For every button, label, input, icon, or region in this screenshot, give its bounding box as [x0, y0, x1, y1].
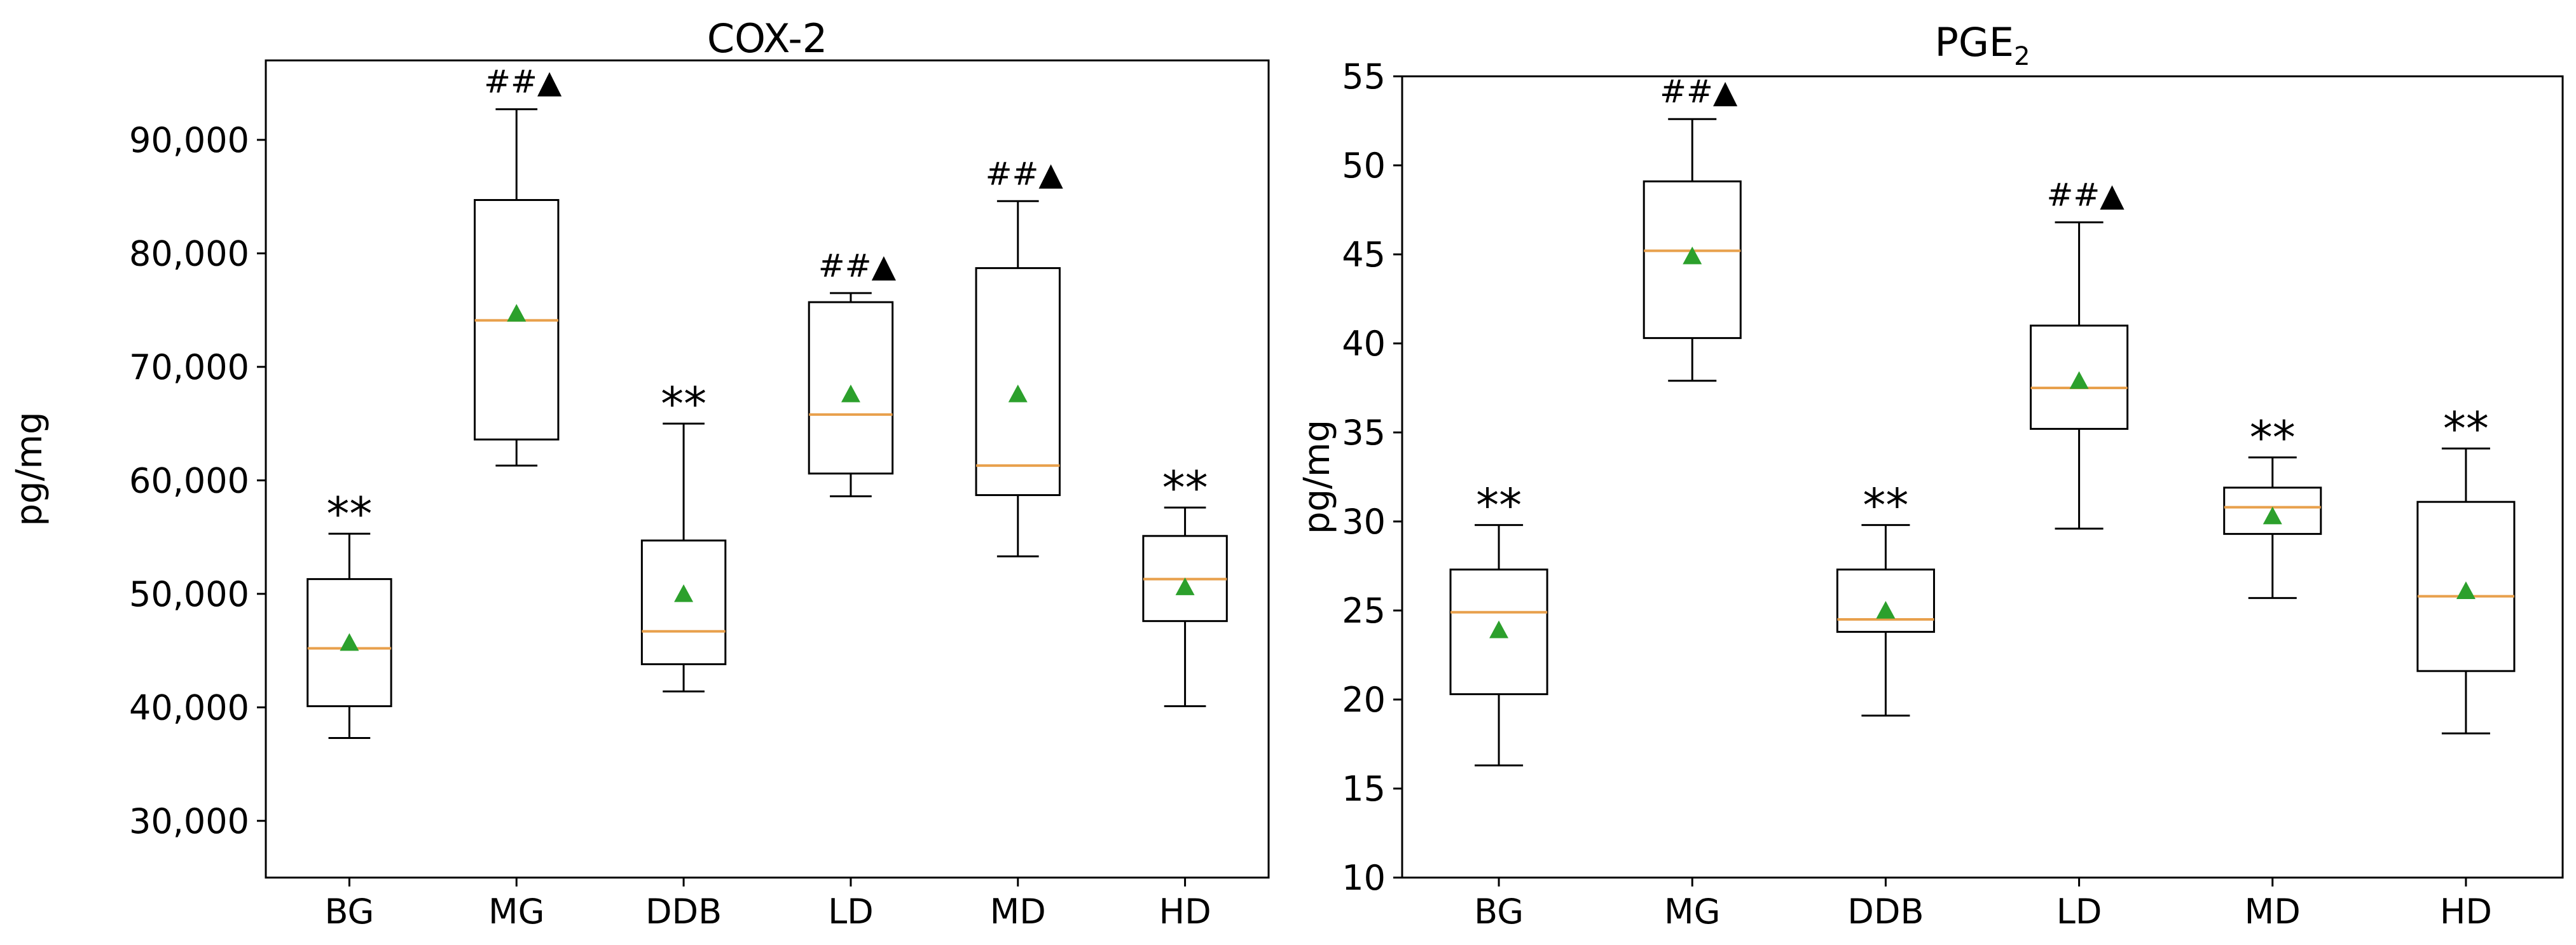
box-group-bg: **	[307, 487, 392, 739]
iqr-box	[1643, 180, 1742, 340]
iqr-box	[808, 301, 894, 475]
x-tick-label: MD	[990, 892, 1046, 932]
x-tick-label: HD	[2440, 892, 2492, 932]
mean-marker	[674, 584, 694, 602]
box-group-ddb: **	[640, 377, 727, 693]
y-tick-label: 15	[1342, 769, 1386, 809]
y-tick-label: 40,000	[129, 687, 249, 728]
box-group-ddb: **	[1836, 479, 1935, 717]
significance-annotation: ##▲	[818, 247, 897, 284]
significance-annotation: **	[326, 487, 372, 541]
box-group-hd: **	[2416, 402, 2516, 735]
significance-annotation: ##▲	[986, 155, 1064, 192]
y-tick-label: 60,000	[129, 460, 249, 500]
y-tick-label: 30	[1342, 502, 1386, 542]
mean-marker	[2456, 581, 2476, 599]
y-tick-label: 30,000	[129, 801, 249, 841]
mean-marker	[841, 384, 860, 403]
box-group-md: **	[2223, 411, 2322, 599]
chart-title-main: COX-2	[707, 15, 827, 62]
y-tick-label: 50	[1342, 146, 1386, 186]
y-tick-label: 25	[1342, 591, 1386, 631]
mean-marker	[2263, 506, 2282, 525]
x-tick-label: MG	[1664, 892, 1720, 932]
mean-marker	[1008, 384, 1028, 403]
mean-marker	[340, 633, 359, 651]
y-axis-label: pg/mg	[1297, 420, 1338, 534]
y-tick-label: 50,000	[129, 574, 249, 614]
box-group-bg: **	[1449, 479, 1548, 767]
chart-title-subscript: 2	[2014, 42, 2030, 71]
x-tick-label: MG	[488, 892, 544, 932]
x-tick-label: DDB	[645, 892, 722, 932]
iqr-box	[640, 539, 727, 665]
iqr-box	[2416, 500, 2516, 672]
significance-annotation: **	[2443, 402, 2489, 455]
box-group-hd: **	[1142, 461, 1228, 708]
significance-annotation: ##▲	[1660, 73, 1738, 110]
y-axis-label: pg/mg	[9, 411, 50, 526]
mean-marker	[1489, 620, 1509, 638]
y-tick-label: 10	[1342, 858, 1386, 898]
chart-title: PGE2	[1934, 19, 2030, 71]
significance-annotation: **	[1476, 479, 1522, 532]
iqr-box	[307, 578, 392, 708]
box-group-md: ##▲	[975, 155, 1064, 558]
y-tick-label: 20	[1342, 680, 1386, 720]
x-tick-label: HD	[1159, 892, 1211, 932]
iqr-box	[1836, 569, 1935, 633]
mean-marker	[2069, 371, 2089, 389]
plot-frame	[265, 59, 1270, 879]
chart-panel-1: COX-2 pg/mg 30,000 40,000 50,000 60,000 70,000…	[9, 15, 1270, 932]
mean-marker	[1876, 601, 1896, 619]
chart-panel-2: PGE2 pg/mg 10 15 20 25 30 35 40 45 50 55 BG MG DDB LD MD…	[1297, 19, 2564, 932]
significance-annotation: **	[661, 377, 706, 431]
mean-marker	[1175, 577, 1195, 595]
significance-annotation: ##▲	[484, 64, 562, 100]
y-tick-label: 80,000	[129, 233, 249, 273]
x-tick-label: LD	[828, 892, 874, 932]
x-tick-label: MD	[2245, 892, 2301, 932]
box-group-mg: ##▲	[1643, 73, 1742, 382]
y-tick-label: 55	[1342, 57, 1386, 97]
significance-annotation: **	[1162, 461, 1208, 514]
box-group-mg: ##▲	[474, 64, 562, 467]
iqr-box	[1449, 569, 1548, 696]
chart-title: COX-2	[707, 15, 827, 62]
x-tick-label: BG	[1474, 892, 1524, 932]
x-tick-label: LD	[2056, 892, 2102, 932]
significance-annotation: **	[2250, 411, 2296, 464]
chart-title-main: PGE	[1934, 19, 2014, 66]
iqr-box	[2030, 324, 2129, 430]
plot-frame	[1401, 75, 2564, 879]
y-tick-label: 35	[1342, 413, 1386, 453]
x-tick-label: BG	[324, 892, 374, 932]
y-tick-label: 70,000	[129, 347, 249, 387]
mean-marker	[1683, 246, 1702, 265]
box-group-ld: ##▲	[2030, 177, 2129, 530]
significance-annotation: ##▲	[2046, 177, 2125, 214]
mean-marker	[507, 303, 527, 322]
y-tick-label: 40	[1342, 324, 1386, 364]
iqr-box	[975, 267, 1061, 497]
box-group-ld: ##▲	[808, 247, 897, 497]
y-tick-label: 90,000	[129, 120, 249, 160]
iqr-box	[2223, 486, 2322, 535]
y-tick-label: 45	[1342, 235, 1386, 275]
significance-annotation: **	[1863, 479, 1908, 532]
x-tick-label: DDB	[1847, 892, 1924, 932]
